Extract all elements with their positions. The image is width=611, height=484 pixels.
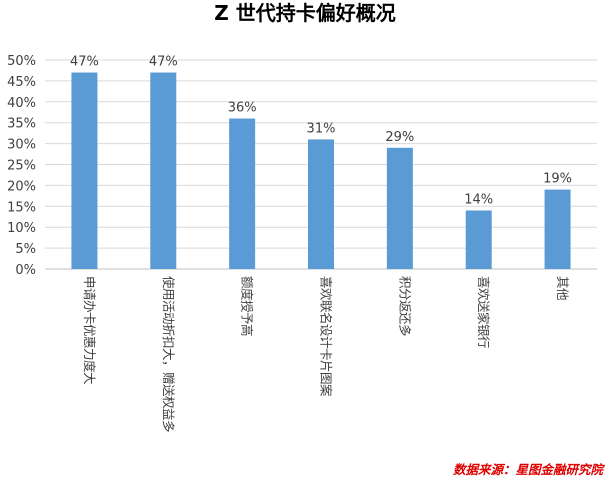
bar [71, 72, 98, 269]
source-note: 数据来源：星图金融研究院 [453, 462, 606, 477]
y-tick-label: 15% [7, 200, 36, 215]
data-labels: 47% 47% 36% 31% 29% 14% 19% [70, 55, 572, 208]
bar [465, 210, 492, 269]
y-tick-label: 10% [7, 221, 36, 236]
chart-title: Z 世代持卡偏好概况 [214, 1, 395, 25]
bar [544, 189, 571, 269]
y-tick-label: 40% [7, 96, 36, 111]
y-tick-label: 25% [7, 159, 36, 174]
category-label: 使用活动折扣大，赠送权益多 [161, 276, 176, 432]
bar [150, 72, 177, 269]
data-label: 19% [543, 172, 572, 187]
y-tick-label: 20% [7, 179, 36, 194]
data-label: 14% [464, 192, 493, 207]
bar [386, 147, 413, 269]
x-axis: 申请办卡优惠力度大 使用活动折扣大，赠送权益多 额度授予高 喜欢联名设计卡片图案 积分返… [82, 276, 570, 432]
y-tick-label: 50% [7, 54, 36, 69]
data-label: 47% [70, 55, 99, 70]
y-tick-label: 30% [7, 138, 36, 153]
data-label: 47% [149, 55, 178, 70]
y-tick-label: 5% [15, 242, 36, 257]
y-axis: 0% 5% 10% 15% 20% 25% 30% 35% 40% 45% 50% [7, 54, 36, 278]
y-tick-label: 35% [7, 117, 36, 132]
data-label: 36% [228, 101, 257, 116]
data-label: 29% [385, 130, 414, 145]
y-tick-label: 0% [15, 263, 36, 278]
category-label: 积分返还多 [397, 276, 412, 336]
bar [229, 118, 256, 270]
category-label: 额度授予高 [240, 276, 255, 336]
category-label: 申请办卡优惠力度大 [82, 276, 97, 384]
data-label: 31% [307, 121, 336, 136]
y-tick-label: 45% [7, 75, 36, 90]
bars [71, 72, 571, 270]
bar [308, 139, 334, 269]
category-label: 喜欢联名设计卡片图案 [319, 276, 334, 397]
category-label: 喜欢送家银行 [476, 276, 491, 348]
category-label: 其他 [555, 276, 570, 301]
